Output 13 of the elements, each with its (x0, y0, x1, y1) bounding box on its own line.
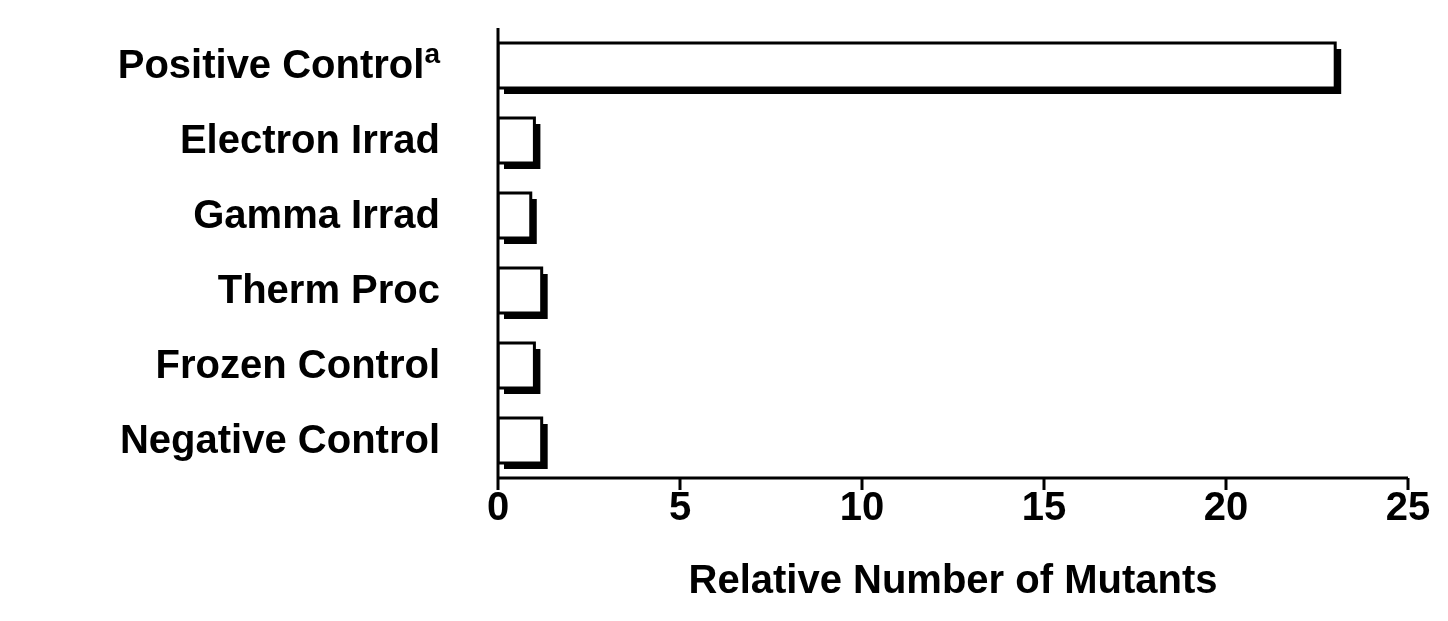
y-tick-label: Positive Control$^{a}$ (117, 37, 441, 86)
y-tick-label: Negative Control (119, 416, 440, 461)
x-tick-label: 0 (486, 484, 510, 529)
x-tick-label: 20 (1203, 484, 1249, 529)
y-tick-label: Frozen Control (155, 341, 440, 386)
x-axis-title: Relative Number of Mutants (688, 557, 1218, 601)
x-tick-label: 10 (839, 484, 885, 529)
x-tick-label: 5 (668, 484, 692, 529)
y-tick-label: Therm Proc (217, 266, 440, 311)
y-tick-label: Gamma Irrad (193, 191, 440, 236)
x-tick-label: 25 (1385, 484, 1431, 529)
x-tick-label: 15 (1021, 484, 1067, 529)
y-tick-label: Electron Irrad (179, 116, 440, 161)
